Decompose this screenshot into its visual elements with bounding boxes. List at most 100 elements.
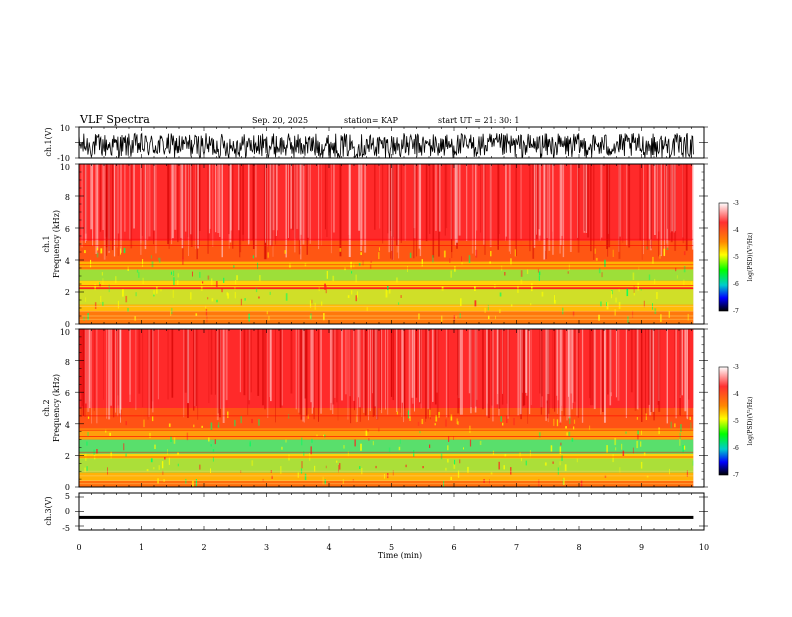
spectrogram-speckle	[632, 447, 634, 454]
spectrogram-streak	[552, 164, 553, 232]
spectrogram-speckle	[257, 262, 259, 270]
spectrogram-streak	[90, 164, 93, 230]
spectrogram-speckle	[513, 417, 515, 426]
ch2-ylabel-channel: ch.2	[42, 399, 51, 416]
spectrogram-speckle	[366, 307, 368, 312]
spectrogram-streak	[425, 329, 427, 422]
ch1-ylabel-channel: ch.1	[42, 235, 51, 252]
spectrogram-streak	[648, 329, 650, 405]
spectrogram-speckle	[663, 248, 666, 256]
spectrogram-speckle	[134, 316, 136, 321]
ch3-waveform-ylabel: ch.3(V)	[44, 496, 53, 525]
spectrogram-speckle	[618, 288, 620, 292]
spectrogram-streak	[468, 329, 471, 394]
spectrogram-streak	[193, 329, 195, 411]
spectrogram-speckle	[162, 470, 164, 475]
spectrogram-speckle	[303, 451, 305, 456]
x-tick-2: 2	[201, 543, 206, 552]
spectrogram-speckle	[538, 271, 541, 276]
spectrogram-streak	[499, 164, 500, 234]
spectrogram-speckle	[569, 416, 571, 424]
spectrogram-speckle	[368, 438, 370, 441]
spectrogram-speckle	[285, 439, 287, 443]
spectrogram-streak	[505, 164, 507, 237]
ch1-waveform-ytick-top: 10	[60, 124, 70, 133]
spectrogram-streak	[85, 329, 87, 404]
spectrogram-streak	[496, 329, 499, 405]
spectrogram-streak	[85, 164, 88, 241]
spectrogram-streak	[167, 329, 169, 400]
spectrogram-streak	[606, 164, 608, 249]
spectrogram-streak	[448, 329, 449, 418]
spectrogram-speckle	[510, 258, 512, 266]
spectrogram-streak	[506, 329, 508, 404]
spectrogram-streak	[115, 329, 117, 413]
spectrogram-speckle	[271, 475, 273, 479]
spectrogram-streak	[129, 164, 131, 240]
spectrogram-streak	[652, 329, 655, 412]
spectrogram-streak	[184, 329, 187, 393]
spectrogram-speckle	[233, 265, 235, 268]
spectrogram-streak	[576, 329, 578, 416]
spectrogram-speckle	[136, 269, 139, 273]
spectrogram-speckle	[645, 413, 647, 420]
spectrogram-speckle	[646, 246, 648, 250]
ch3-waveform-panel: 5 0 -5 ch.3(V)	[44, 492, 708, 533]
spectrogram-streak	[80, 329, 82, 417]
spectrogram-streak	[545, 164, 547, 260]
spectrogram-speckle	[339, 248, 342, 252]
spectrogram-speckle	[269, 291, 271, 295]
spectrogram-speckle	[100, 248, 103, 254]
spectrogram-streak	[330, 164, 332, 254]
spectrogram-speckle	[258, 296, 260, 299]
spectrogram-streak	[341, 329, 343, 401]
spectrogram-speckle	[656, 292, 658, 300]
spectrogram-streak	[528, 329, 531, 415]
spectrogram-speckle	[99, 282, 101, 286]
spectrogram-speckle	[160, 289, 162, 292]
spectrogram-streak	[667, 164, 670, 241]
ch2-colorbar-tick-m4: -4	[733, 391, 739, 398]
spectrogram-streak	[435, 164, 437, 231]
spectrogram-streak	[391, 329, 393, 398]
spectrogram-streak	[198, 164, 200, 247]
spectrogram-streak	[144, 164, 147, 250]
spectrogram-streak	[507, 329, 509, 419]
spectrogram-speckle	[161, 461, 164, 469]
spectrogram-streak	[600, 329, 602, 415]
spectrogram-streak	[141, 164, 143, 236]
spectrogram-speckle	[356, 291, 358, 298]
spectrogram-streak	[332, 329, 335, 405]
spectrogram-speckle	[359, 466, 361, 469]
spectrogram-speckle	[210, 468, 211, 473]
ch2-spectrogram-panel: 0 2 4 6 8 10 ch.2 Frequency (kHz)	[42, 328, 708, 492]
spectrogram-streak	[679, 329, 682, 396]
spectrogram-speckle	[429, 444, 431, 448]
spectrogram-speckle	[396, 277, 398, 283]
spectrogram-speckle	[503, 465, 505, 470]
spectrogram-streak	[148, 164, 151, 237]
spectrogram-streak	[401, 329, 403, 403]
spectrogram-streak	[533, 164, 536, 248]
spectrogram-speckle	[201, 425, 203, 428]
spectrogram-speckle	[311, 438, 313, 443]
spectrogram-streak	[353, 329, 355, 401]
spectrogram-streak	[471, 164, 474, 254]
spectrogram-streak	[93, 329, 95, 412]
x-tick-0: 0	[76, 543, 81, 552]
spectrogram-streak	[345, 329, 347, 395]
spectrogram-streak	[641, 164, 643, 260]
spectrogram-streak	[321, 164, 322, 246]
spectrogram-speckle	[205, 308, 208, 316]
spectrogram-streak	[515, 164, 517, 257]
spectrogram-speckle	[469, 425, 471, 433]
spectrogram-speckle	[314, 465, 316, 472]
spectrogram-streak	[195, 329, 197, 406]
spectrogram-speckle	[249, 441, 251, 447]
spectrogram-speckle	[499, 292, 502, 297]
spectrogram-streak	[197, 329, 199, 420]
spectrogram-streak	[313, 329, 314, 408]
spectrogram-speckle	[475, 249, 478, 258]
ch1-spectrogram-image	[79, 164, 704, 324]
spectrogram-streak	[302, 164, 305, 245]
